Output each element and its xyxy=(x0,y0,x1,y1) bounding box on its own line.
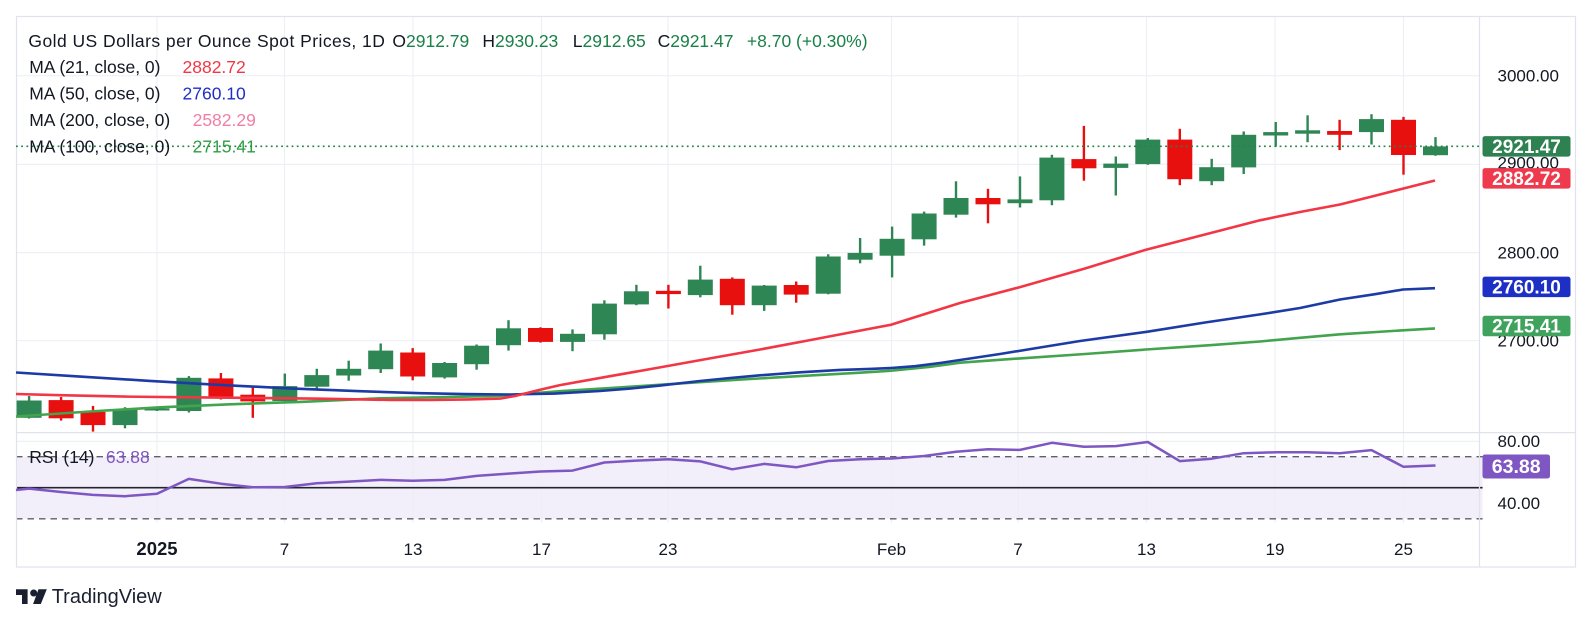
svg-text:2900.00: 2900.00 xyxy=(1498,153,1559,172)
svg-text:2882.72: 2882.72 xyxy=(1492,169,1561,190)
svg-text:40.00: 40.00 xyxy=(1498,494,1541,513)
svg-text:7: 7 xyxy=(280,540,289,559)
svg-text:80.00: 80.00 xyxy=(1498,432,1541,451)
svg-text:Feb: Feb xyxy=(877,540,906,559)
svg-text:Gold US Dollars per Ounce Spot: Gold US Dollars per Ounce Spot Prices, 1… xyxy=(28,31,385,51)
svg-text:17: 17 xyxy=(532,540,551,559)
svg-text:2921.47: 2921.47 xyxy=(1492,137,1561,158)
svg-text:3000.00: 3000.00 xyxy=(1498,67,1559,86)
svg-text:RSI (14): RSI (14) xyxy=(29,447,94,467)
svg-text:25: 25 xyxy=(1394,540,1413,559)
svg-text:MA (21, close, 0): MA (21, close, 0) xyxy=(29,57,160,77)
svg-text:7: 7 xyxy=(1013,540,1022,559)
svg-text:2715.41: 2715.41 xyxy=(193,137,256,157)
svg-text:2582.29: 2582.29 xyxy=(193,110,256,130)
svg-text:23: 23 xyxy=(659,540,678,559)
svg-text:2715.41: 2715.41 xyxy=(1492,317,1561,338)
svg-text:63.88: 63.88 xyxy=(1492,456,1541,478)
svg-text:2025: 2025 xyxy=(136,538,177,559)
svg-text:MA (200, close, 0): MA (200, close, 0) xyxy=(29,110,170,130)
svg-text:+8.70 (+0.30%): +8.70 (+0.30%) xyxy=(747,31,868,51)
svg-text:2760.10: 2760.10 xyxy=(183,84,247,104)
svg-text:L2912.65: L2912.65 xyxy=(573,31,646,51)
svg-text:MA (100, close, 0): MA (100, close, 0) xyxy=(29,137,170,157)
svg-text:C2921.47: C2921.47 xyxy=(658,31,734,51)
svg-text:O2912.79: O2912.79 xyxy=(392,31,469,51)
svg-text:H2930.23: H2930.23 xyxy=(482,31,558,51)
svg-text:13: 13 xyxy=(1137,540,1156,559)
svg-text:13: 13 xyxy=(404,540,423,559)
svg-text:19: 19 xyxy=(1266,540,1285,559)
svg-text:2760.10: 2760.10 xyxy=(1492,277,1561,298)
svg-text:TradingView: TradingView xyxy=(52,586,163,608)
svg-text:2800.00: 2800.00 xyxy=(1498,243,1559,262)
svg-text:2882.72: 2882.72 xyxy=(183,57,246,77)
svg-text:63.88: 63.88 xyxy=(106,447,150,467)
svg-text:MA (50, close, 0): MA (50, close, 0) xyxy=(29,84,160,104)
